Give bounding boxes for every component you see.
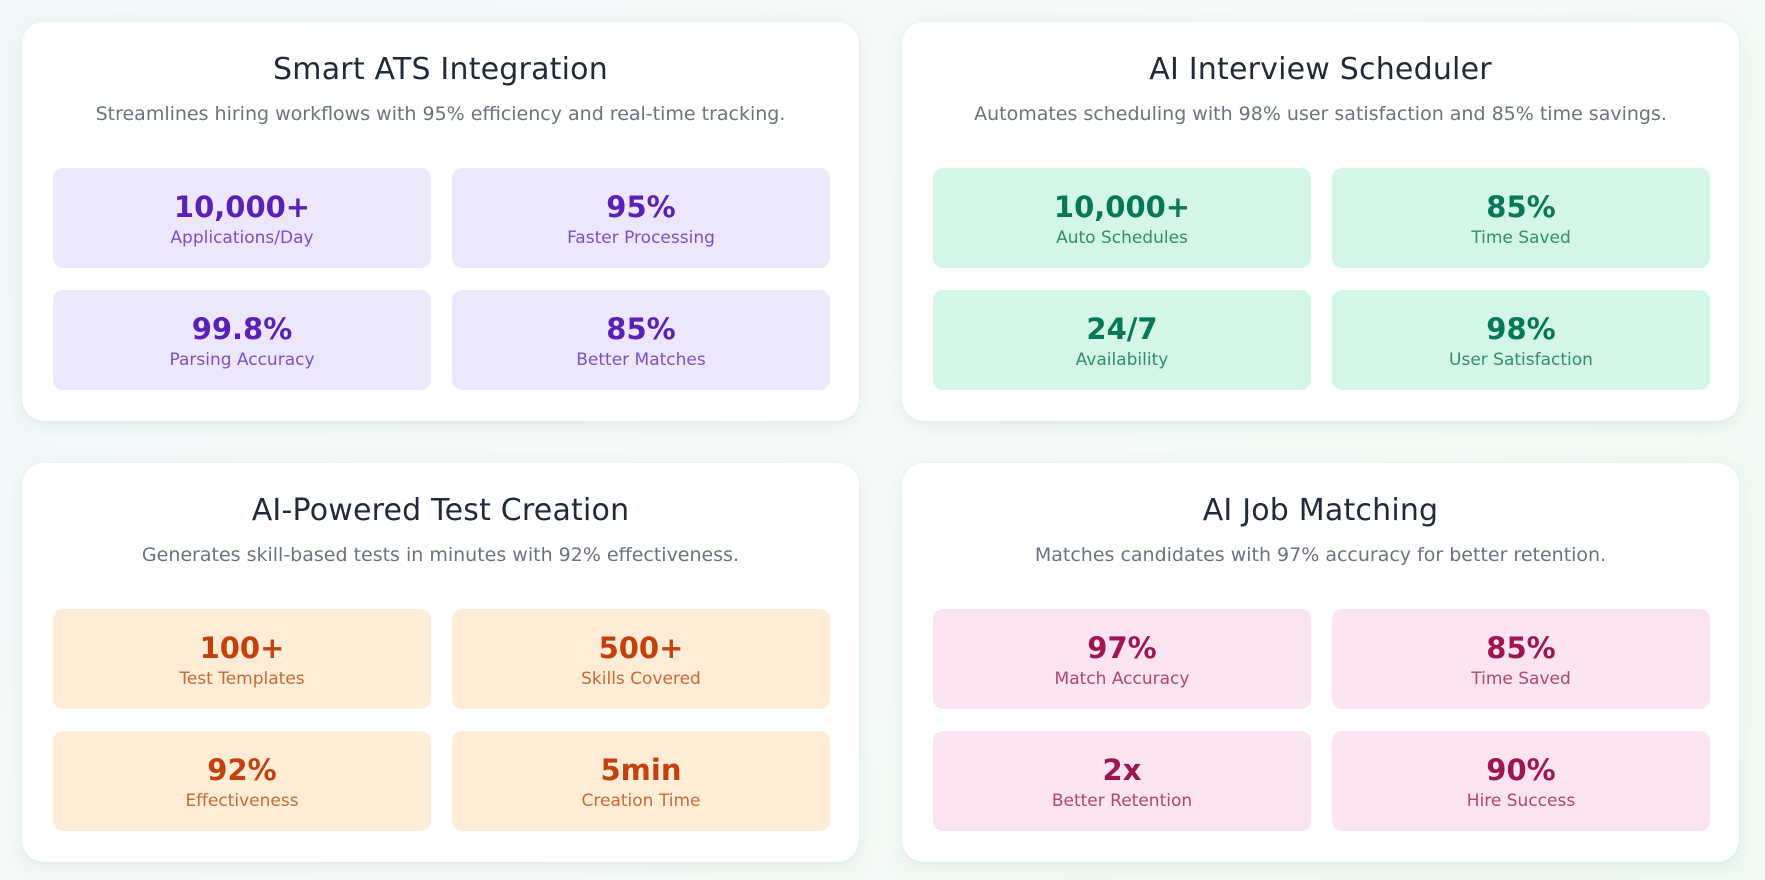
stat-tile: 100+ Test Templates — [53, 609, 431, 709]
stat-tile: 10,000+ Auto Schedules — [933, 168, 1311, 268]
stat-label: User Satisfaction — [1449, 350, 1593, 370]
stat-tile: 90% Hire Success — [1332, 731, 1710, 831]
feature-card-smart-ats: Smart ATS Integration Streamlines hiring… — [22, 22, 859, 421]
stat-label: Availability — [1075, 350, 1169, 370]
stat-label: Creation Time — [581, 791, 701, 811]
stat-value: 10,000+ — [1053, 190, 1191, 224]
card-title: AI Interview Scheduler — [1149, 52, 1492, 87]
stat-tile: 85% Time Saved — [1332, 168, 1710, 268]
stat-value: 99.8% — [191, 312, 293, 346]
stat-label: Auto Schedules — [1056, 228, 1188, 248]
stat-tile: 24/7 Availability — [933, 290, 1311, 390]
stat-label: Applications/Day — [170, 228, 314, 248]
stat-value: 85% — [606, 312, 676, 346]
stat-tile: 500+ Skills Covered — [452, 609, 830, 709]
stat-label: Time Saved — [1471, 228, 1571, 248]
card-description: Matches candidates with 97% accuracy for… — [1034, 544, 1607, 566]
stat-value: 92% — [207, 753, 277, 787]
stat-value: 10,000+ — [173, 190, 311, 224]
stat-label: Test Templates — [179, 669, 305, 689]
feature-card-ai-interview-scheduler: AI Interview Scheduler Automates schedul… — [902, 22, 1739, 421]
stat-value: 500+ — [598, 631, 684, 665]
stat-tile: 2x Better Retention — [933, 731, 1311, 831]
stat-value: 95% — [606, 190, 676, 224]
card-title: Smart ATS Integration — [273, 52, 608, 87]
stat-label: Parsing Accuracy — [169, 350, 315, 370]
card-description: Generates skill-based tests in minutes w… — [141, 544, 740, 566]
stat-label: Hire Success — [1466, 791, 1576, 811]
stat-tile: 95% Faster Processing — [452, 168, 830, 268]
card-title: AI-Powered Test Creation — [251, 493, 630, 528]
card-description: Streamlines hiring workflows with 95% ef… — [95, 103, 786, 125]
stat-value: 90% — [1486, 753, 1556, 787]
card-description: Automates scheduling with 98% user satis… — [974, 103, 1667, 125]
stat-value: 98% — [1486, 312, 1556, 346]
stat-tile: 85% Time Saved — [1332, 609, 1710, 709]
stat-value: 5min — [600, 753, 682, 787]
stat-tile: 99.8% Parsing Accuracy — [53, 290, 431, 390]
stat-tile: 98% User Satisfaction — [1332, 290, 1710, 390]
stat-tile: 85% Better Matches — [452, 290, 830, 390]
feature-card-ai-job-matching: AI Job Matching Matches candidates with … — [902, 463, 1739, 862]
stat-tile: 92% Effectiveness — [53, 731, 431, 831]
stat-value: 100+ — [199, 631, 285, 665]
stat-label: Effectiveness — [185, 791, 299, 811]
stat-value: 2x — [1102, 753, 1142, 787]
stat-label: Better Retention — [1051, 791, 1193, 811]
stat-tile: 97% Match Accuracy — [933, 609, 1311, 709]
feature-card-ai-test-creation: AI-Powered Test Creation Generates skill… — [22, 463, 859, 862]
stat-value: 85% — [1486, 190, 1556, 224]
stat-label: Time Saved — [1471, 669, 1571, 689]
stat-tile: 10,000+ Applications/Day — [53, 168, 431, 268]
card-title: AI Job Matching — [1202, 493, 1439, 528]
stat-label: Match Accuracy — [1054, 669, 1190, 689]
stat-tile: 5min Creation Time — [452, 731, 830, 831]
stat-value: 97% — [1087, 631, 1157, 665]
stat-label: Skills Covered — [581, 669, 701, 689]
stat-label: Faster Processing — [567, 228, 715, 248]
stat-label: Better Matches — [576, 350, 706, 370]
stat-value: 24/7 — [1086, 312, 1158, 346]
stat-value: 85% — [1486, 631, 1556, 665]
